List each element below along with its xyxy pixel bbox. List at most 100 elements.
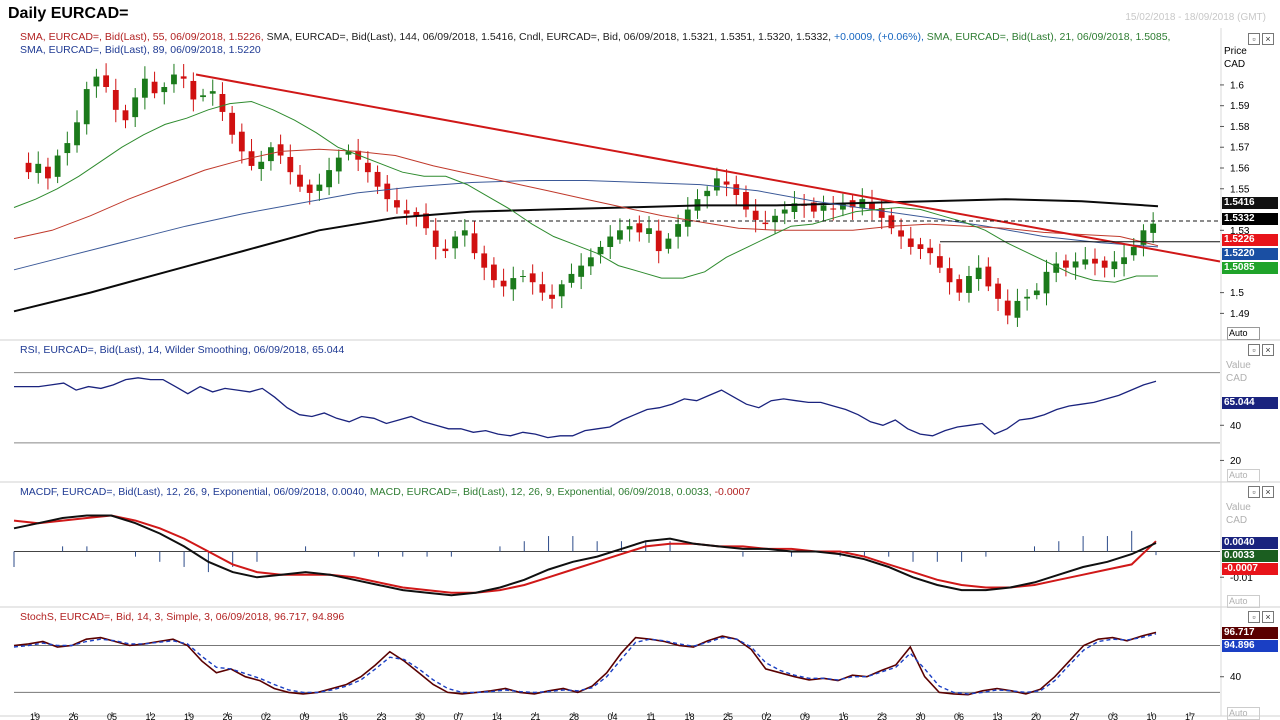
price-tick-label: 1.49 xyxy=(1230,309,1250,320)
candle-body xyxy=(413,211,420,216)
price-close-icon[interactable]: × xyxy=(1262,33,1274,45)
candle-body xyxy=(490,264,497,281)
candle-body xyxy=(461,230,468,236)
candle-body xyxy=(587,257,594,267)
candle-body xyxy=(665,238,672,249)
candle-body xyxy=(122,110,129,121)
rsi-tag: 65.044 xyxy=(1222,397,1278,409)
price-tick-label: 1.58 xyxy=(1230,122,1250,133)
candle-body xyxy=(878,208,885,218)
candle-body xyxy=(287,156,294,173)
candle-body xyxy=(423,213,429,229)
candle-body xyxy=(1043,271,1050,294)
candle-body xyxy=(966,276,972,293)
stoch-tick-label: 40 xyxy=(1230,672,1242,683)
candle-body xyxy=(45,166,51,179)
candle-body xyxy=(529,273,536,283)
rsi-close-icon[interactable]: × xyxy=(1262,344,1274,356)
candle-body xyxy=(917,244,924,249)
candle-body xyxy=(1024,296,1031,299)
candle-body xyxy=(743,191,749,210)
price-axis-header-price: Price xyxy=(1224,46,1247,57)
price-tick-label: 1.53 xyxy=(1230,226,1250,237)
x-axis-label: 10 xyxy=(1146,712,1156,720)
candle-body xyxy=(733,184,740,195)
candle-body xyxy=(510,278,517,290)
candle-body xyxy=(64,143,71,154)
x-axis-label: 13 xyxy=(992,712,1002,720)
x-axis-label: 17 xyxy=(1185,712,1195,720)
candle-body xyxy=(995,283,1001,299)
macd-tick-label: -0.01 xyxy=(1230,573,1253,584)
rsi-legend: RSI, EURCAD=, Bid(Last), 14, Wilder Smoo… xyxy=(20,344,345,356)
x-axis-label: 30 xyxy=(415,712,425,720)
price-tag-sma144: 1.5416 xyxy=(1222,197,1278,209)
price-tick-label: 1.55 xyxy=(1230,184,1250,195)
sma55-line xyxy=(13,148,1159,247)
candle-body xyxy=(277,144,284,156)
candle-body xyxy=(752,210,759,220)
candle-body xyxy=(936,256,943,268)
stoch-tag-d: 94.896 xyxy=(1222,640,1278,652)
macd-legend-macd: MACD, EURCAD=, Bid(Last), 12, 26, 9, Exp… xyxy=(369,486,715,498)
price-tick-label: 1.56 xyxy=(1230,164,1250,175)
x-axis-label: 21 xyxy=(530,712,540,720)
candle-body xyxy=(520,276,526,277)
candle-body xyxy=(820,205,827,211)
candle-body xyxy=(713,178,720,191)
macd-axis-header: Value CAD xyxy=(1226,501,1251,527)
x-axis-label: 12 xyxy=(145,712,155,720)
candle-body xyxy=(54,155,61,177)
candle-body xyxy=(132,97,139,118)
candle-body xyxy=(888,215,895,229)
rsi-maximize-icon[interactable]: ▫ xyxy=(1248,344,1260,356)
sma21-line xyxy=(13,100,1158,283)
downtrend-line xyxy=(195,73,1221,263)
price-tick-label: 1.6 xyxy=(1230,80,1244,91)
stoch-maximize-icon[interactable]: ▫ xyxy=(1248,611,1260,623)
macd-maximize-icon[interactable]: ▫ xyxy=(1248,486,1260,498)
candle-body xyxy=(578,265,585,277)
candle-body xyxy=(345,151,352,155)
candle-body xyxy=(268,147,274,162)
candle-body xyxy=(655,230,662,252)
x-axis-label: 18 xyxy=(684,712,694,720)
stoch-d-line xyxy=(13,633,1157,695)
candle-body xyxy=(626,226,633,230)
candle-body xyxy=(171,74,177,85)
x-axis-label: 27 xyxy=(1069,712,1079,720)
candle-body xyxy=(607,236,614,248)
candle-body xyxy=(25,162,32,173)
x-axis-label: 30 xyxy=(915,712,925,720)
candle-body xyxy=(946,268,953,283)
x-axis-label: 23 xyxy=(376,712,386,720)
legend-sma21: SMA, EURCAD=, Bid(Last), 21, 06/09/2018,… xyxy=(926,31,1171,43)
candle-body xyxy=(83,89,90,125)
x-axis-label: 09 xyxy=(299,712,309,720)
candle-body xyxy=(471,233,478,254)
candle-body xyxy=(258,161,265,170)
price-axis-header: Price CAD xyxy=(1224,45,1247,71)
x-axis-label: 26 xyxy=(222,712,232,720)
x-axis-label: 02 xyxy=(261,712,271,720)
stoch-auto-scale-button[interactable]: Auto xyxy=(1227,707,1260,720)
macd-close-icon[interactable]: × xyxy=(1262,486,1274,498)
price-maximize-icon[interactable]: ▫ xyxy=(1248,33,1260,45)
candle-body xyxy=(975,267,982,280)
macd-auto-scale-button[interactable]: Auto xyxy=(1227,595,1260,608)
rsi-auto-scale-button[interactable]: Auto xyxy=(1227,469,1260,482)
price-auto-scale-button[interactable]: Auto xyxy=(1227,327,1260,340)
stoch-close-icon[interactable]: × xyxy=(1262,611,1274,623)
candle-body xyxy=(432,230,439,247)
candle-body xyxy=(384,183,391,200)
x-axis-label: 07 xyxy=(453,712,463,720)
candle-body xyxy=(374,171,381,187)
candle-body xyxy=(898,230,904,237)
x-axis-label: 16 xyxy=(838,712,848,720)
x-axis-label: 03 xyxy=(1108,712,1118,720)
candle-body xyxy=(209,91,216,94)
candle-body xyxy=(772,215,778,223)
candle-body xyxy=(840,203,846,210)
candle-body xyxy=(364,162,371,173)
